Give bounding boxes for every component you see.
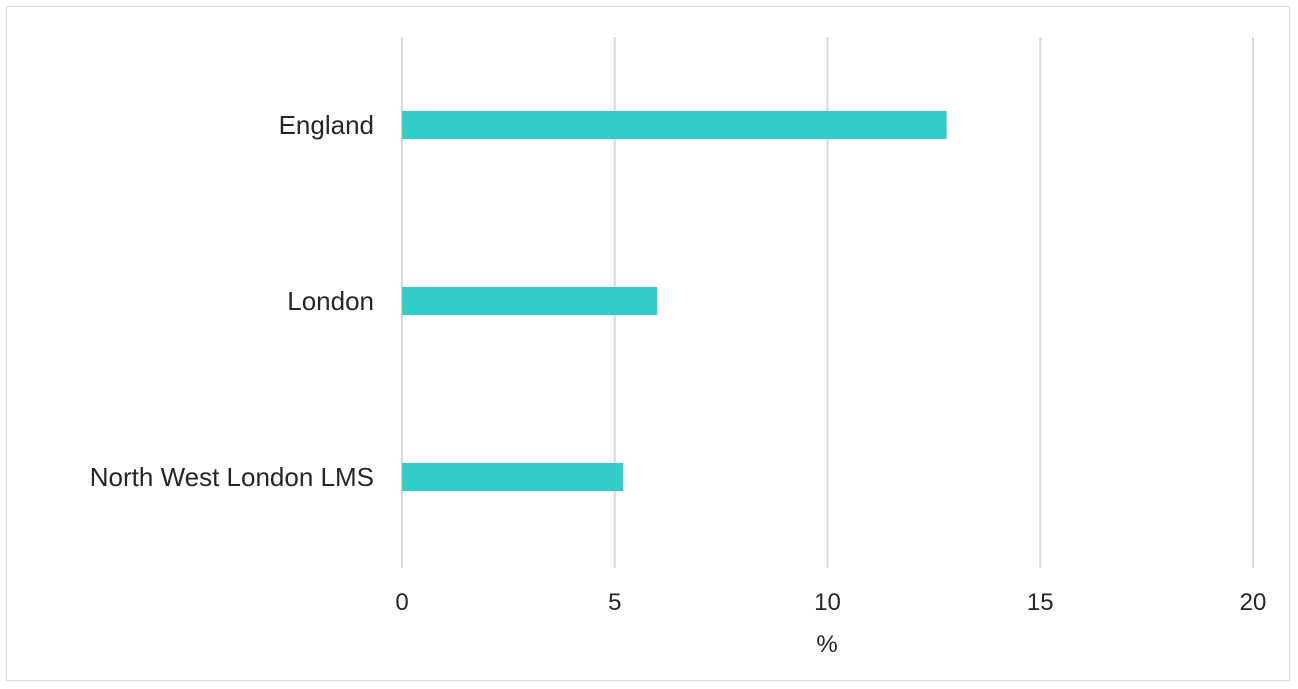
x-tick-label-5: 5 xyxy=(608,589,621,616)
category-labels: England London North West London LMS xyxy=(90,110,374,492)
x-axis-title: % xyxy=(816,631,837,658)
bar-london xyxy=(402,287,658,315)
category-label-north-west-london-lms: North West London LMS xyxy=(90,462,374,492)
x-tick-label-0: 0 xyxy=(395,589,408,616)
x-tick-label-15: 15 xyxy=(1027,589,1054,616)
x-tick-label-10: 10 xyxy=(814,589,841,616)
x-tick-labels: 0 5 10 15 20 xyxy=(395,589,1266,616)
x-tick-label-20: 20 xyxy=(1240,589,1267,616)
bar-north-west-london-lms xyxy=(402,463,624,491)
category-label-london: London xyxy=(287,286,374,316)
bar-england xyxy=(402,111,947,139)
category-label-england: England xyxy=(279,110,374,140)
bars xyxy=(402,111,947,491)
